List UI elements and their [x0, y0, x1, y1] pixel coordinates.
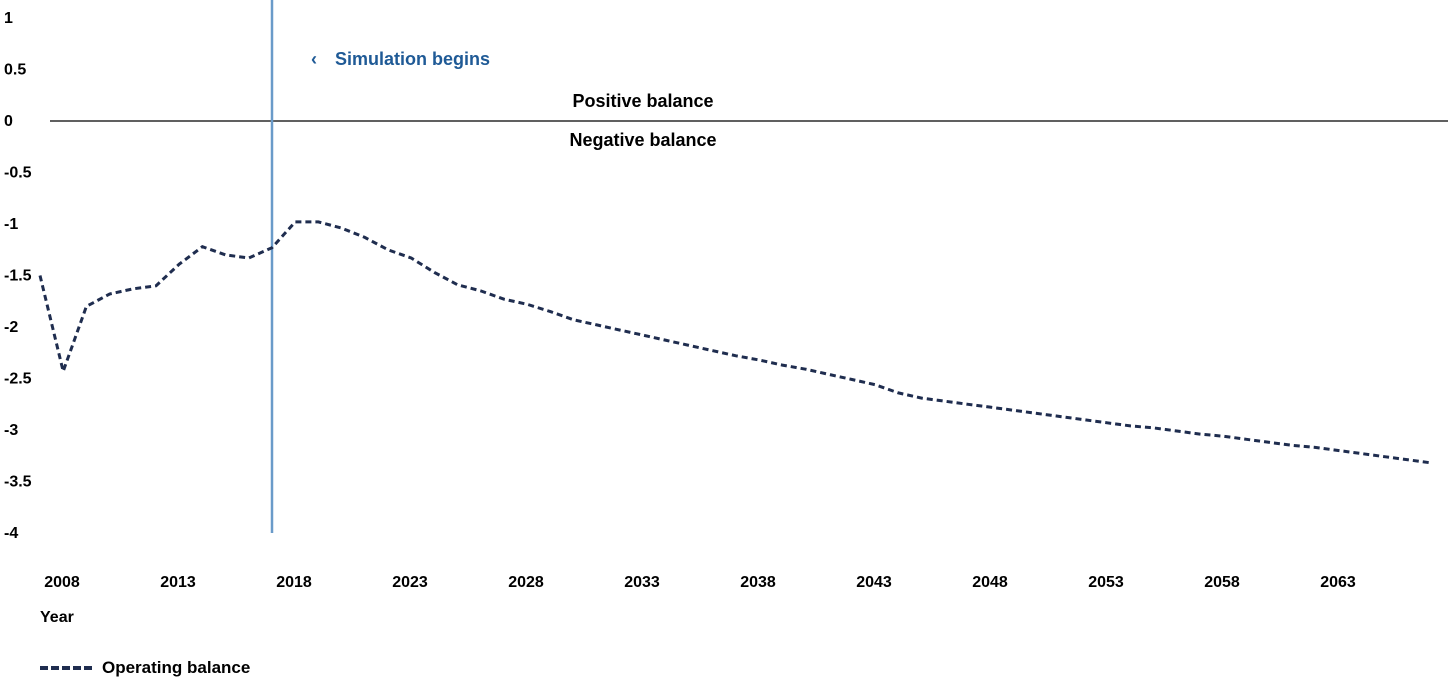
y-tick-label: -2.5 — [4, 371, 32, 388]
y-tick-label: 0.5 — [4, 62, 26, 79]
simulation-begins-label: Simulation begins — [335, 49, 490, 69]
x-tick-label: 2008 — [44, 574, 80, 591]
x-axis-ticks: 2008 2013 2018 2023 2028 2033 2038 2043 2048 2053… — [44, 574, 1356, 591]
y-tick-label: -4 — [4, 525, 18, 542]
x-tick-label: 2063 — [1320, 574, 1356, 591]
y-tick-label: -3.5 — [4, 474, 32, 491]
series-line-operating-balance — [38, 220, 1433, 465]
legend-label-operating-balance: Operating balance — [102, 658, 251, 677]
y-tick-label: -3 — [4, 422, 18, 439]
y-tick-label: 0 — [4, 113, 13, 130]
series-layer — [38, 220, 1433, 465]
y-tick-label: 1 — [4, 10, 13, 27]
y-tick-label: -0.5 — [4, 165, 32, 182]
y-tick-label: -1 — [4, 216, 18, 233]
x-tick-label: 2023 — [392, 574, 428, 591]
legend: Operating balance — [40, 658, 250, 678]
x-tick-label: 2028 — [508, 574, 544, 591]
simulation-marker: ‹ — [311, 49, 317, 69]
x-axis-label: Year — [40, 609, 74, 626]
positive-balance-label: Positive balance — [572, 91, 713, 111]
x-tick-label: 2058 — [1204, 574, 1240, 591]
x-tick-label: 2043 — [856, 574, 892, 591]
y-axis-ticks: 1 0.5 0 -0.5 -1 -1.5 -2 -2.5 -3 -3.5 -4 — [4, 10, 32, 542]
negative-balance-label: Negative balance — [569, 130, 716, 150]
y-tick-label: -2 — [4, 319, 18, 336]
y-tick-label: -1.5 — [4, 268, 32, 285]
x-tick-label: 2038 — [740, 574, 776, 591]
legend-swatch-operating-balance — [40, 666, 92, 670]
x-tick-label: 2053 — [1088, 574, 1124, 591]
x-tick-label: 2018 — [276, 574, 312, 591]
x-tick-label: 2033 — [624, 574, 660, 591]
x-tick-label: 2013 — [160, 574, 196, 591]
x-tick-label: 2048 — [972, 574, 1008, 591]
